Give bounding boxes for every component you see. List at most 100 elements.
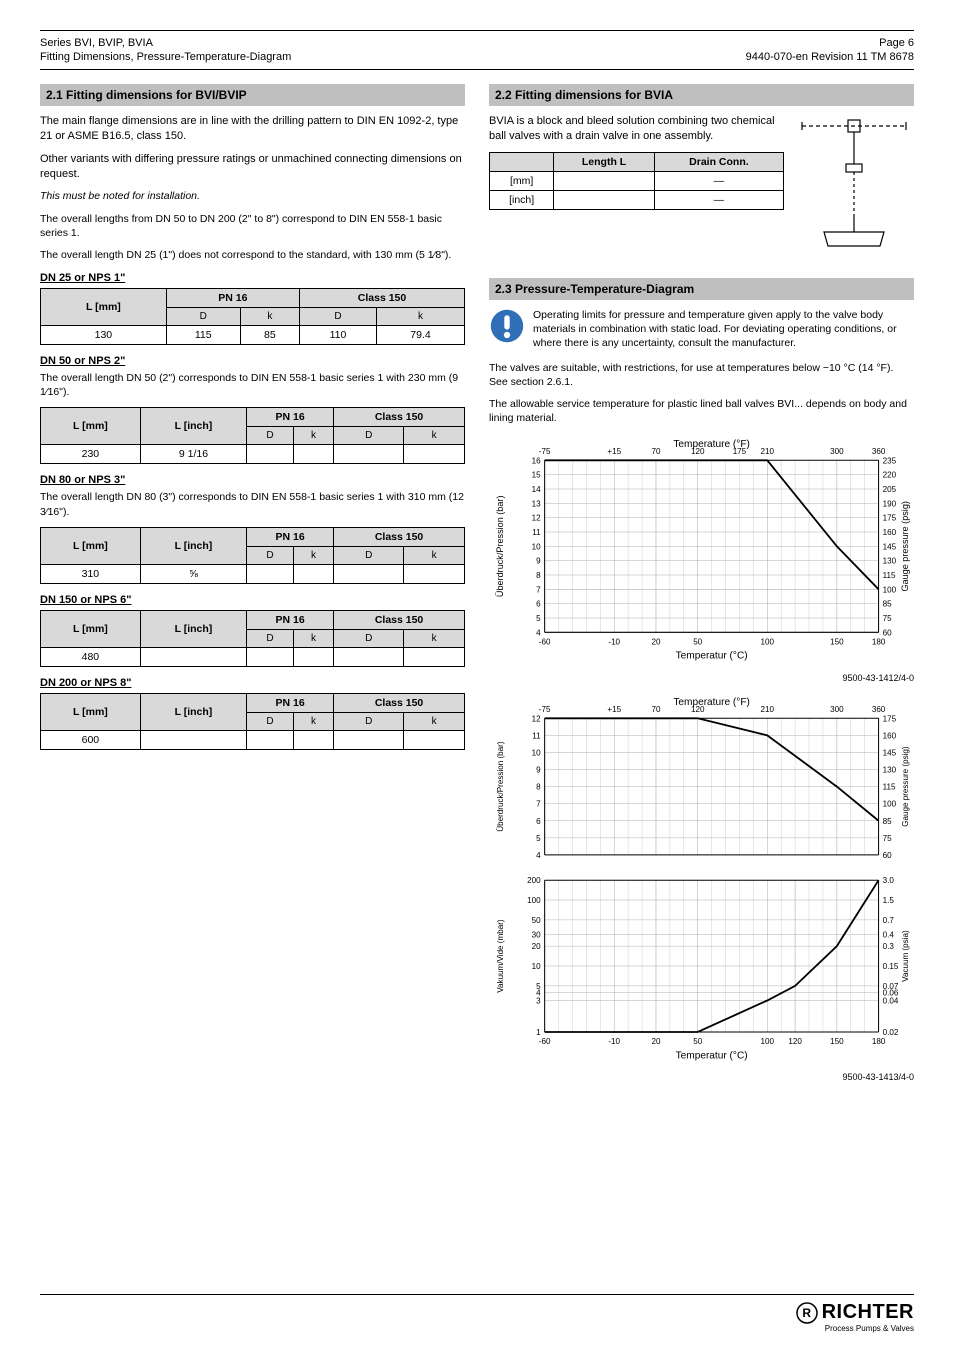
- svg-text:Überdruck/Pression (bar): Überdruck/Pression (bar): [496, 741, 505, 832]
- dn200-table: L [mm]L [inch]PN 16Class 150 DkDk 600: [40, 693, 465, 750]
- page-footer: R RICHTER Process Pumps & Valves: [40, 1294, 914, 1333]
- svg-text:75: 75: [883, 834, 892, 843]
- svg-text:60: 60: [883, 851, 892, 860]
- table-row: 130 11585 11079.4: [41, 326, 465, 345]
- svg-text:160: 160: [883, 528, 897, 537]
- dn150-head: DN 150 or NPS 6": [40, 594, 465, 606]
- s23-para3: The allowable service temperature for pl…: [489, 397, 914, 425]
- header-subtitle: Fitting Dimensions, Pressure-Temperature…: [40, 51, 291, 63]
- svg-text:190: 190: [883, 500, 897, 509]
- svg-text:3: 3: [536, 996, 541, 1005]
- svg-text:5: 5: [536, 982, 541, 991]
- svg-text:160: 160: [883, 731, 897, 740]
- svg-text:8: 8: [536, 571, 541, 580]
- svg-text:12: 12: [532, 514, 541, 523]
- svg-text:0.7: 0.7: [883, 916, 895, 925]
- s23-notice: Operating limits for pressure and temper…: [533, 308, 914, 351]
- dn80-note: The overall length DN 80 (3") correspond…: [40, 490, 465, 518]
- left-column: 2.1 Fitting dimensions for BVI/BVIP The …: [40, 84, 465, 1088]
- section-2-1-title: 2.1 Fitting dimensions for BVI/BVIP: [40, 84, 465, 106]
- svg-text:Temperatur (°C): Temperatur (°C): [676, 651, 748, 662]
- svg-text:150: 150: [830, 1037, 844, 1046]
- right-column: 2.2 Fitting dimensions for BVIA BVIA is …: [489, 84, 914, 1088]
- section-2-2-title: 2.2 Fitting dimensions for BVIA: [489, 84, 914, 106]
- svg-text:360: 360: [872, 447, 886, 456]
- svg-text:15: 15: [532, 471, 541, 480]
- table-row: 480: [41, 647, 465, 666]
- svg-text:0.04: 0.04: [883, 996, 899, 1005]
- svg-text:0.15: 0.15: [883, 962, 899, 971]
- dn80-head: DN 80 or NPS 3": [40, 474, 465, 486]
- svg-text:175: 175: [883, 714, 897, 723]
- svg-text:100: 100: [527, 896, 541, 905]
- header-series: Series BVI, BVIP, BVIA: [40, 37, 153, 49]
- svg-text:50: 50: [532, 916, 541, 925]
- svg-text:7: 7: [536, 586, 541, 595]
- dn80-table: L [mm]L [inch]PN 16Class 150 DkDk 310⅝: [40, 527, 465, 584]
- svg-text:7: 7: [536, 800, 541, 809]
- svg-text:13: 13: [532, 500, 541, 509]
- svg-text:0.4: 0.4: [883, 931, 895, 940]
- svg-text:235: 235: [883, 457, 897, 466]
- dn50-note: The overall length DN 50 (2") correspond…: [40, 371, 465, 399]
- svg-text:11: 11: [532, 528, 541, 537]
- table-row: 2309 1/16: [41, 445, 465, 464]
- svg-text:30: 30: [532, 931, 541, 940]
- svg-text:6: 6: [536, 817, 541, 826]
- svg-text:85: 85: [883, 817, 892, 826]
- svg-text:20: 20: [651, 1037, 660, 1046]
- svg-text:180: 180: [872, 638, 886, 647]
- svg-text:11: 11: [532, 731, 541, 740]
- dn200-head: DN 200 or NPS 8": [40, 677, 465, 689]
- svg-text:Vacuum (psia): Vacuum (psia): [901, 930, 910, 982]
- pt-chart-1: 4567891011121314151660758510011513014516…: [489, 435, 914, 683]
- dn25-table: L [mm]PN 16Class 150 DkDk 130 11585 1107…: [40, 288, 465, 345]
- svg-text:70: 70: [651, 705, 660, 714]
- svg-text:12: 12: [532, 714, 541, 723]
- svg-text:9: 9: [536, 765, 541, 774]
- svg-text:0.07: 0.07: [883, 982, 899, 991]
- s21-note-text2: The overall length DN 25 (1") does not c…: [40, 248, 465, 262]
- svg-text:Temperatur (°C): Temperatur (°C): [676, 1050, 748, 1061]
- brand-logo: R RICHTER Process Pumps & Valves: [796, 1301, 914, 1333]
- table-row: 310⅝: [41, 564, 465, 583]
- svg-text:4: 4: [536, 851, 541, 860]
- s23-para2: The valves are suitable, with restrictio…: [489, 361, 914, 389]
- pt-chart-2: 456789101112607585100115130145160175-75+…: [489, 693, 914, 1082]
- svg-text:85: 85: [883, 600, 892, 609]
- dimension-drawing-icon: [794, 114, 914, 254]
- svg-text:120: 120: [788, 1037, 802, 1046]
- s22-para: BVIA is a block and bleed solution combi…: [489, 114, 784, 144]
- table-row: [mm]—: [490, 171, 784, 190]
- svg-text:100: 100: [883, 586, 897, 595]
- svg-text:210: 210: [761, 447, 775, 456]
- svg-text:220: 220: [883, 471, 897, 480]
- section-2-3-title: 2.3 Pressure-Temperature-Diagram: [489, 278, 914, 300]
- svg-text:50: 50: [693, 638, 702, 647]
- svg-text:130: 130: [883, 557, 897, 566]
- svg-text:115: 115: [883, 783, 896, 792]
- svg-text:+15: +15: [607, 705, 621, 714]
- svg-text:145: 145: [883, 543, 897, 552]
- svg-text:5: 5: [536, 614, 541, 623]
- svg-text:9: 9: [536, 557, 541, 566]
- svg-text:205: 205: [883, 485, 897, 494]
- logo-icon: R: [796, 1302, 818, 1324]
- svg-text:180: 180: [872, 1037, 886, 1046]
- svg-text:75: 75: [883, 614, 892, 623]
- svg-text:0.3: 0.3: [883, 942, 895, 951]
- svg-text:100: 100: [761, 638, 775, 647]
- svg-text:+15: +15: [607, 447, 621, 456]
- svg-text:60: 60: [883, 629, 892, 638]
- dn50-table: L [mm]L [inch]PN 16Class 150 DkDk 2309 1…: [40, 407, 465, 464]
- dn50-head: DN 50 or NPS 2": [40, 355, 465, 367]
- table-row: 600: [41, 730, 465, 749]
- svg-text:10: 10: [532, 543, 541, 552]
- chart2-caption: 9500-43-1413/4-0: [489, 1072, 914, 1082]
- svg-text:Überdruck/Pression (bar): Überdruck/Pression (bar): [495, 496, 505, 598]
- chart1-caption: 9500-43-1412/4-0: [489, 673, 914, 683]
- svg-text:100: 100: [761, 1037, 775, 1046]
- table-row: [inch]—: [490, 190, 784, 209]
- svg-text:300: 300: [830, 447, 844, 456]
- notice-icon: [489, 308, 525, 344]
